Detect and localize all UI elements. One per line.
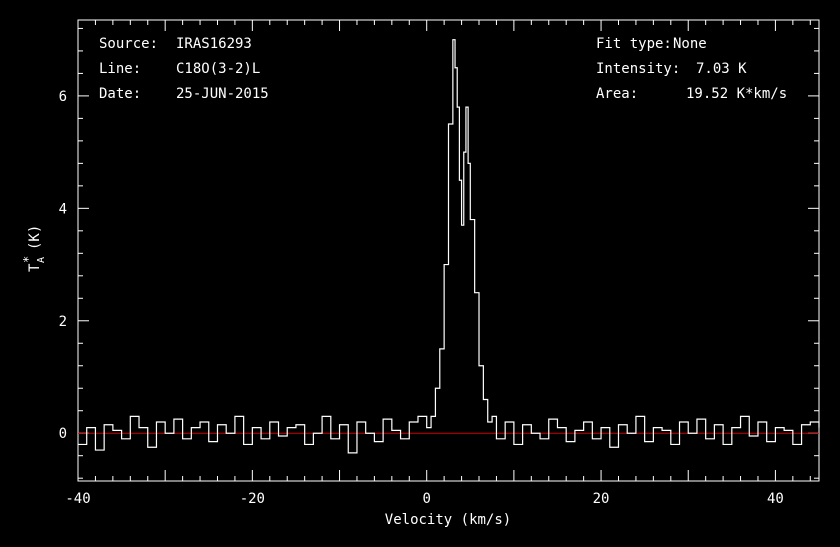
y-tick-label: 2 [59, 314, 67, 330]
source-label: Source: [99, 36, 159, 52]
x-tick-label: 0 [422, 491, 430, 507]
svg-text:A: A [36, 257, 47, 263]
plot-frame [77, 19, 820, 482]
date-label: Date: [99, 86, 142, 102]
axis-ticks [77, 20, 819, 481]
svg-text:*: * [21, 256, 35, 263]
fit-type-value: None [673, 36, 707, 52]
x-axis-label: Velocity (km/s) [385, 512, 511, 528]
source-value: IRAS16293 [176, 36, 252, 52]
area-value: 19.52 K*km/s [686, 86, 788, 102]
y-tick-label: 0 [59, 426, 67, 442]
x-tick-label: -20 [240, 491, 265, 507]
x-tick-label: -40 [65, 491, 90, 507]
axis-tick-labels: -40 -20 0 20 40 0 2 4 6 [59, 89, 784, 507]
y-tick-label: 4 [59, 201, 67, 217]
line-value: C18O(3-2)L [176, 61, 261, 77]
y-axis-label: T A * (K) [21, 225, 47, 272]
fit-type-label: Fit type: [596, 36, 672, 52]
x-tick-label: 20 [593, 491, 610, 507]
line-label: Line: [99, 61, 142, 77]
area-label: Area: [596, 86, 639, 102]
svg-text:(K): (K) [27, 225, 43, 250]
date-value: 25-JUN-2015 [176, 86, 269, 102]
intensity-value: 7.03 K [696, 61, 747, 77]
intensity-label: Intensity: [596, 61, 681, 77]
svg-text:T: T [27, 263, 43, 272]
spectrum-line [78, 39, 820, 454]
x-tick-label: 40 [767, 491, 784, 507]
y-tick-label: 6 [59, 89, 67, 105]
